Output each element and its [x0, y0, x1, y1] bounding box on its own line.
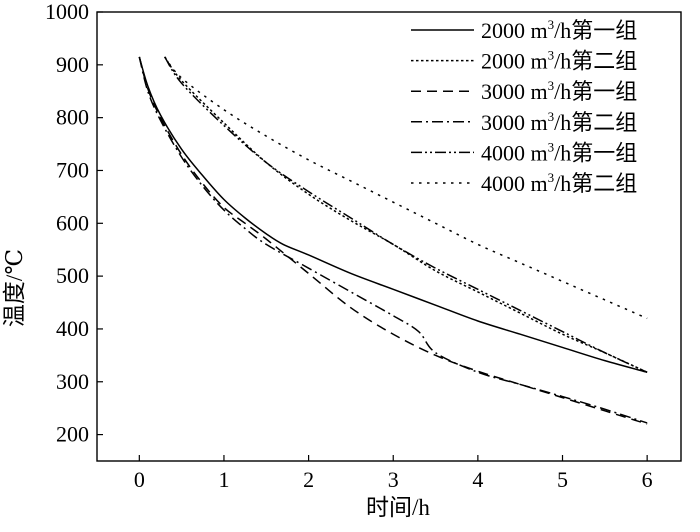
x-tick-label: 2 — [303, 467, 314, 492]
series-line-4 — [138, 56, 648, 424]
y-axis-ticks: 200 300 400 500 600 700 800 900 1000 — [45, 0, 103, 447]
legend-label: 3000 m3/h第一组 — [481, 78, 637, 104]
legend-label: 2000 m3/h第二组 — [481, 48, 637, 74]
y-tick-label: 600 — [56, 210, 89, 235]
series-line-3 — [138, 56, 648, 425]
x-axis-ticks: 0 1 2 3 4 5 6 — [134, 455, 653, 492]
x-tick-label: 6 — [642, 467, 653, 492]
y-tick-label: 900 — [56, 52, 89, 77]
legend: 2000 m3/h第一组 2000 m3/h第二组 3000 m3/h第一组 3000… — [411, 17, 637, 196]
x-tick-label: 0 — [134, 467, 145, 492]
y-tick-label: 1000 — [45, 0, 89, 24]
plot-area — [96, 11, 682, 462]
y-tick-label: 500 — [56, 263, 89, 288]
y-tick-label: 700 — [56, 157, 89, 182]
y-tick-label: 400 — [56, 316, 89, 341]
x-tick-label: 1 — [218, 467, 229, 492]
plot-frame — [96, 11, 682, 462]
legend-label: 4000 m3/h第二组 — [481, 170, 637, 196]
y-axis-label: 温度/℃ — [2, 249, 27, 327]
legend-label: 4000 m3/h第一组 — [481, 139, 637, 165]
x-tick-label: 4 — [472, 467, 483, 492]
series-line-2 — [164, 56, 648, 373]
x-tick-label: 3 — [388, 467, 399, 492]
y-tick-label: 200 — [56, 422, 89, 447]
x-axis-label: 时间/h — [366, 495, 430, 520]
series-line-5 — [164, 56, 648, 373]
x-tick-label: 5 — [557, 467, 568, 492]
y-tick-label: 300 — [56, 369, 89, 394]
series-line-6 — [164, 56, 648, 320]
legend-label: 2000 m3/h第一组 — [481, 17, 637, 43]
series-line-1 — [138, 56, 648, 373]
y-tick-label: 800 — [56, 105, 89, 130]
series-layer — [138, 56, 648, 425]
legend-label: 3000 m3/h第二组 — [481, 109, 637, 135]
